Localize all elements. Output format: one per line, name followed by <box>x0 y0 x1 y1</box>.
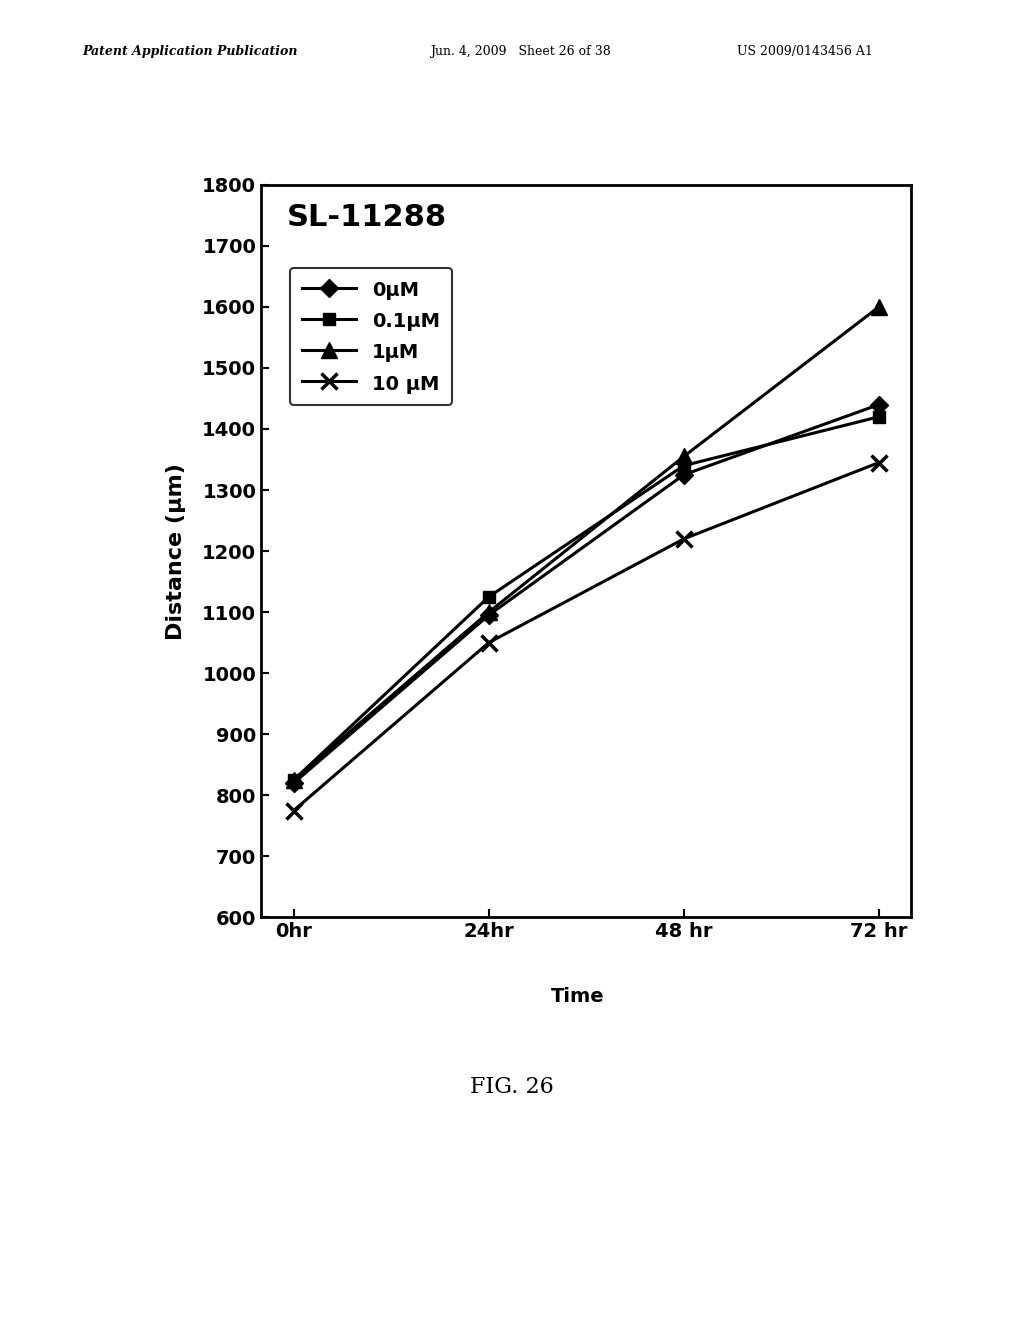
0.1μM <box>482 589 495 605</box>
Line: 0.1μM: 0.1μM <box>288 411 885 787</box>
10 μM <box>288 803 300 818</box>
10 μM <box>482 635 495 651</box>
0.1μM <box>288 772 300 788</box>
1μM <box>482 605 495 620</box>
1μM <box>872 298 885 314</box>
Text: FIG. 26: FIG. 26 <box>470 1076 554 1098</box>
10 μM <box>678 531 690 546</box>
0.1μM <box>678 458 690 474</box>
0.1μM <box>872 409 885 425</box>
Y-axis label: Distance (μm): Distance (μm) <box>166 463 185 639</box>
Text: SL-11288: SL-11288 <box>287 203 447 232</box>
Line: 1μM: 1μM <box>286 300 887 788</box>
0μM <box>482 607 495 623</box>
Text: Patent Application Publication: Patent Application Publication <box>82 45 297 58</box>
Text: Jun. 4, 2009   Sheet 26 of 38: Jun. 4, 2009 Sheet 26 of 38 <box>430 45 611 58</box>
0μM <box>872 396 885 412</box>
Text: US 2009/0143456 A1: US 2009/0143456 A1 <box>737 45 873 58</box>
1μM <box>288 772 300 788</box>
Line: 10 μM: 10 μM <box>286 455 887 818</box>
0μM <box>678 467 690 483</box>
10 μM <box>872 454 885 470</box>
Text: Time: Time <box>551 987 605 1006</box>
1μM <box>678 449 690 465</box>
Line: 0μM: 0μM <box>288 399 885 789</box>
Legend: 0μM, 0.1μM, 1μM, 10 μM: 0μM, 0.1μM, 1μM, 10 μM <box>291 268 452 405</box>
0μM <box>288 775 300 791</box>
